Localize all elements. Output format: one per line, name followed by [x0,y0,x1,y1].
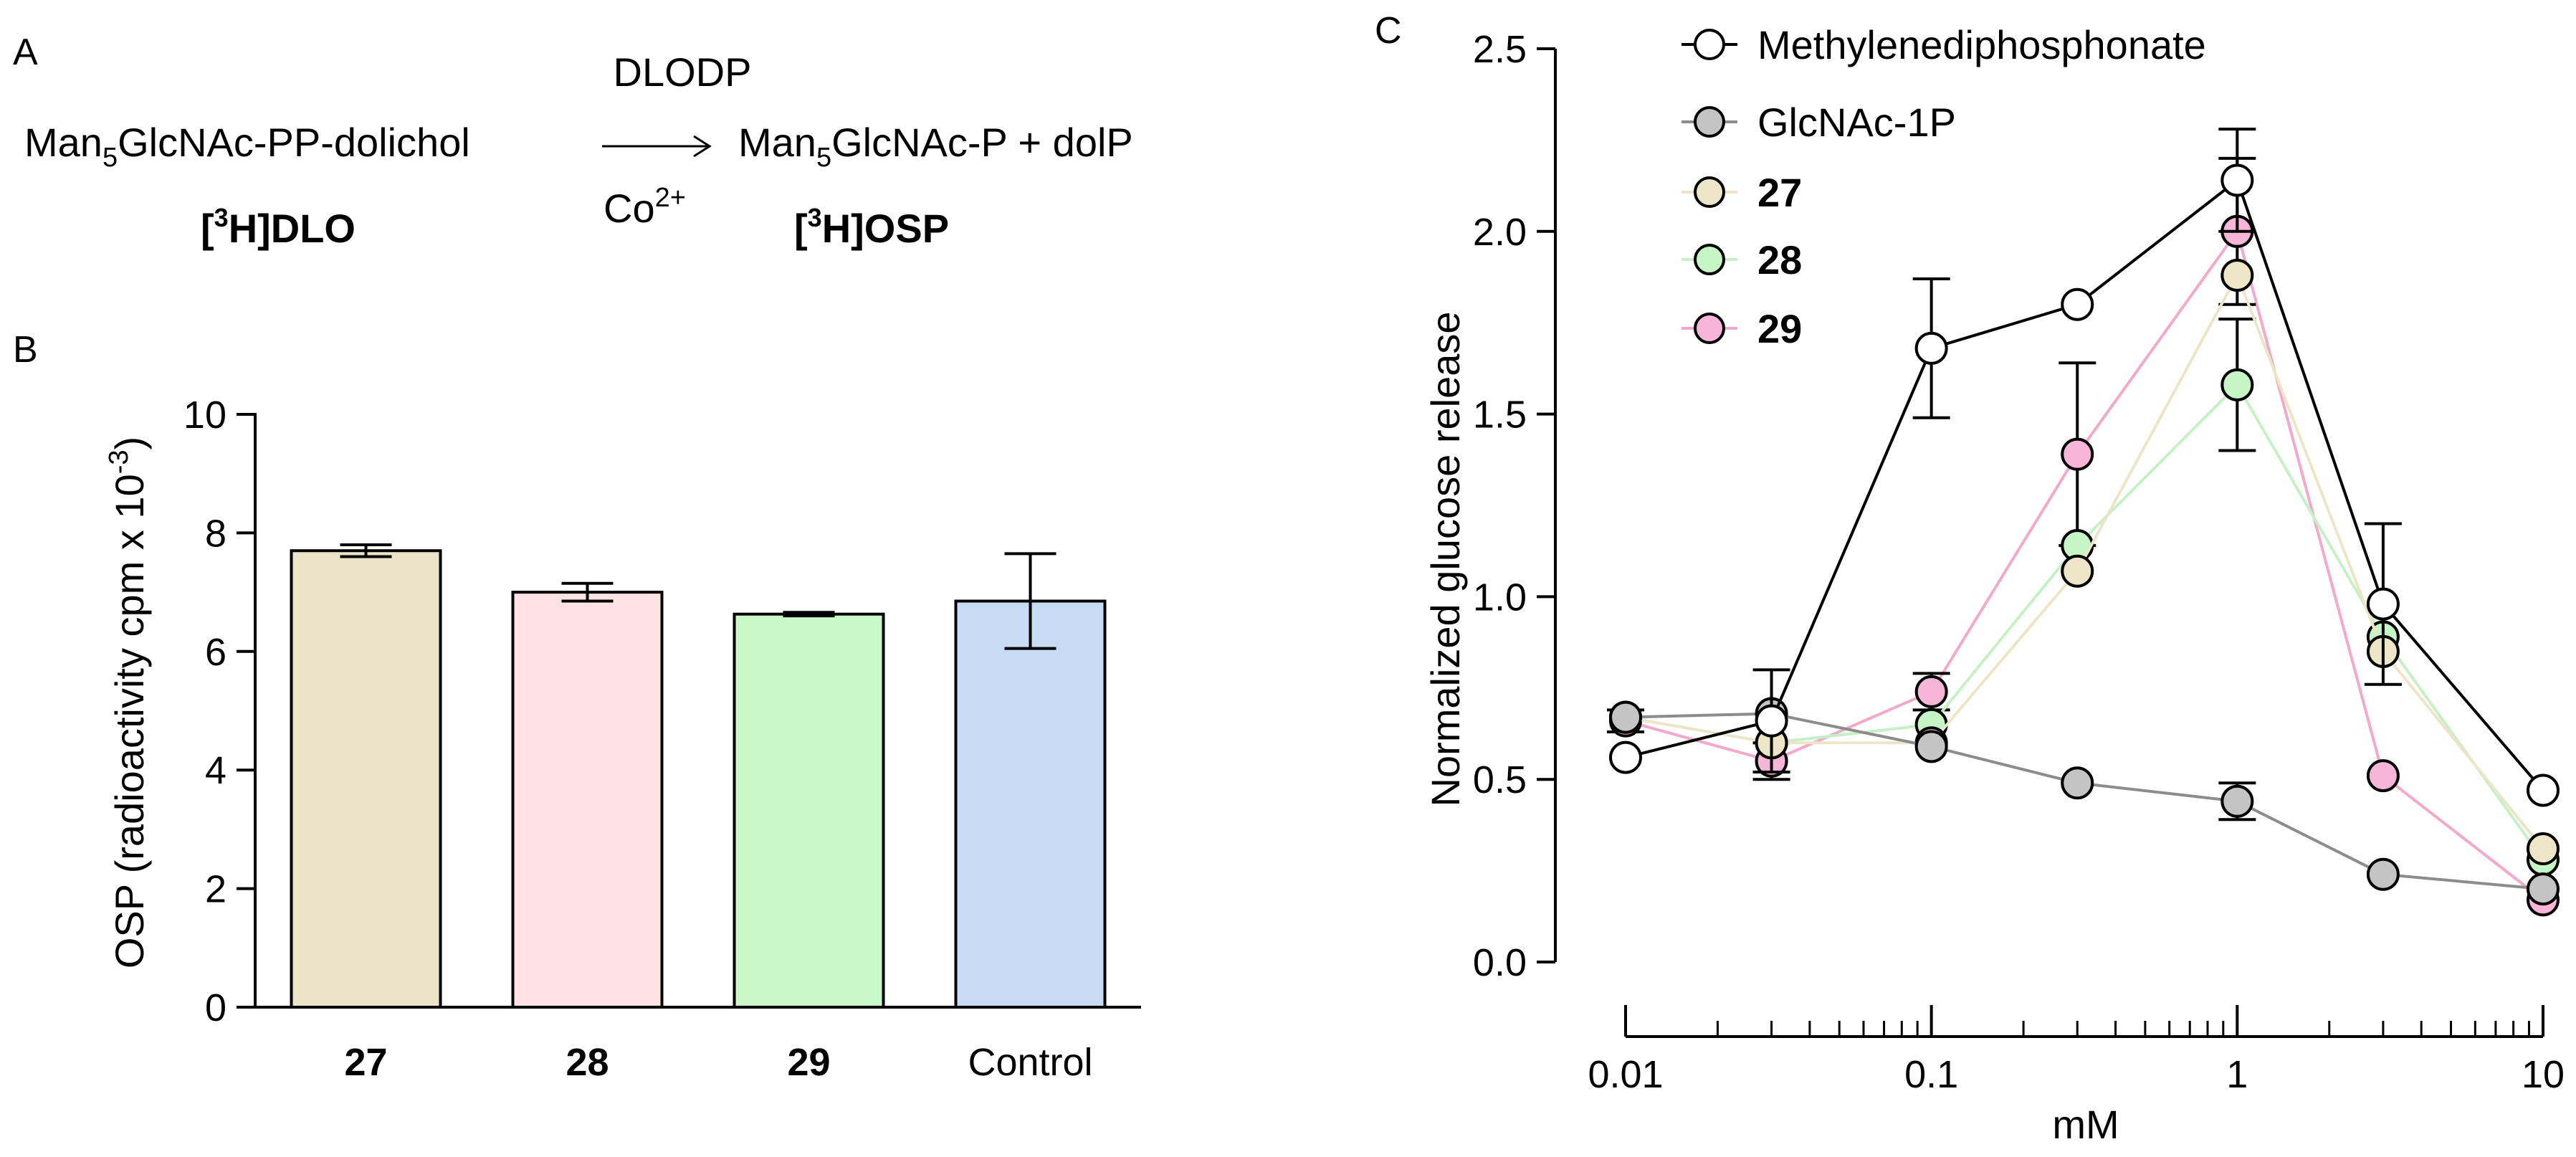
data-point [2527,773,2560,807]
legend-item-27: 27 [1681,170,1802,215]
legend-item-28: 28 [1681,237,1802,282]
bar-29 [733,612,885,1009]
legend-item-GlcNAc-1P: GlcNAc-1P [1681,100,1956,145]
error-bar-Control [1004,552,1056,650]
legend-label: 27 [1757,170,1802,215]
data-point [1914,331,1948,365]
line-axes: 0.0 0.5 1.0 1.5 2.0 2.5 0.01 0.1 1 10 [1473,28,2565,1096]
data-point [2061,554,2094,588]
legend-label: Methylenediphosphonate [1757,22,2206,67]
data-point [1914,730,1948,763]
panel-label-b: B [13,329,38,371]
panel-a: A Man5GlcNAc-PP-dolichol DLODP Co2+ Man5… [13,32,1133,251]
x-tick-label: Control [968,1041,1092,1084]
line-legend: Methylenediphosphonate GlcNAc-1P 27 28 29 [1681,22,2206,351]
bar-marks [290,543,1107,1009]
error-bar-27 [340,543,392,558]
panel-c-line-chart: C Normalized glucose release mM 0.0 0.5 1.… [1375,10,2565,1147]
legend-marker [1694,313,1725,344]
legend-item-29: 29 [1681,306,1802,351]
y-tick-label: 2 [205,868,226,911]
bar-27 [290,549,442,1009]
x-tick-label: 0.1 [1904,1053,1958,1096]
y-tick-label: 0.0 [1473,941,1527,984]
data-point [1914,675,1948,708]
error-bar-29 [783,611,835,618]
legend-label: GlcNAc-1P [1757,100,1956,145]
reactant-text: Man5GlcNAc-PP-dolichol [24,120,470,173]
legend-label: 29 [1757,306,1802,351]
y-tick-label: 0 [205,986,226,1029]
legend-marker [1694,176,1725,208]
error-bar-28 [561,581,614,603]
data-point [1609,700,1642,734]
legend-item-Methylenediphosphonate: Methylenediphosphonate [1681,22,2206,67]
data-point [1755,704,1788,738]
y-tick-label: 2.0 [1473,211,1527,254]
y-tick-label: 2.5 [1473,28,1527,71]
y-tick-label: 6 [205,631,226,674]
legend-marker [1694,244,1725,275]
data-point [2220,784,2254,818]
y-tick-label: 10 [183,394,226,437]
legend-marker [1694,106,1725,138]
data-point [2366,857,2400,891]
bar-Control [954,599,1107,1009]
legend-label: 28 [1757,237,1802,282]
line-series [1607,128,2560,917]
reaction-arrow [602,135,712,158]
panel-label-a: A [13,32,38,73]
reactant-label: [3H]DLO [201,203,356,251]
y-tick-label: 4 [205,749,226,792]
legend-marker [1694,29,1725,60]
data-point [2220,258,2254,292]
y-tick-label: 0.5 [1473,758,1527,801]
x-tick-label: 27 [344,1041,387,1084]
data-point [2061,437,2094,471]
product-text: Man5GlcNAc-P + dolP [738,120,1133,173]
x-tick-label: 0.01 [1588,1053,1663,1096]
series-Methylenediphosphonate [1609,128,2560,807]
line-x-axis-title: mM [2052,1102,2119,1147]
bar-28 [511,591,664,1009]
data-point [2366,587,2400,621]
data-point [2220,163,2254,197]
data-point [2527,832,2560,866]
panel-b-bar-chart: B OSP (radioactivity cpm x 10-3) 27 28 29 C… [13,329,1141,1084]
y-tick-label: 1.5 [1473,394,1527,437]
data-point [2366,759,2400,793]
data-point [2220,368,2254,401]
x-tick-label: 29 [787,1041,830,1084]
data-point [1609,741,1642,774]
data-point [2527,872,2560,906]
x-tick-label: 28 [566,1041,609,1084]
panel-label-c: C [1375,10,1402,52]
line-y-axis-title: Normalized glucose release [1423,311,1468,806]
x-tick-label: 1 [2226,1053,2248,1096]
y-tick-label: 1.0 [1473,576,1527,619]
x-tick-label: 10 [2522,1053,2565,1096]
y-tick-label: 8 [205,512,226,555]
bar-axes: 27 28 29 Control 0 2 4 6 8 10 [183,394,1141,1084]
product-label: [3H]OSP [794,203,949,251]
cofactor-label: Co2+ [604,183,686,231]
bar-y-axis-title: OSP (radioactivity cpm x 10-3) [104,437,152,968]
data-point [2061,287,2094,321]
enzyme-label: DLODP [614,49,752,95]
data-point [2061,766,2094,800]
